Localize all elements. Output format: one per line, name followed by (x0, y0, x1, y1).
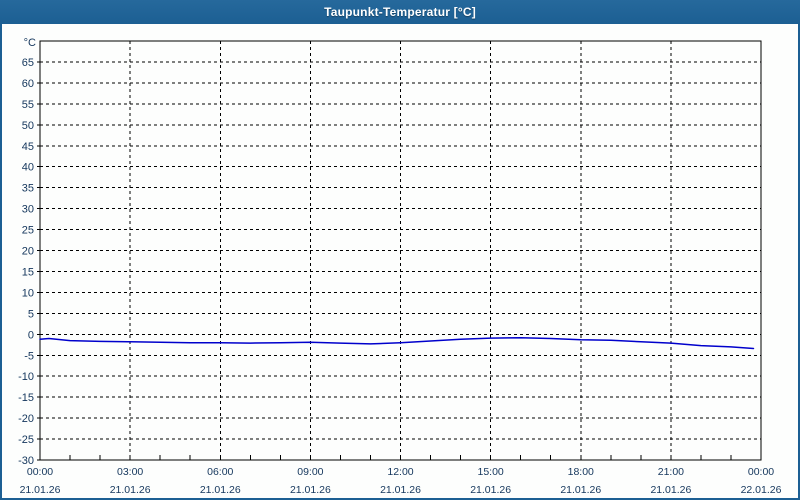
y-tick-label: 0 (28, 329, 34, 341)
y-tick-label: 20 (22, 246, 34, 258)
y-tick-label: -10 (18, 371, 34, 383)
y-tick-label: 5 (28, 308, 34, 320)
chart-svg: 65605550454035302520151050-5-10-15-20-25… (18, 37, 782, 496)
chart-frame: 65 60 55 50 45 40 35 30 25 20 15 10 5 0 -5 -10 -15 -20 -25… (0, 24, 800, 500)
y-tick-label: -30 (18, 455, 34, 467)
window-titlebar[interactable]: Taupunkt-Temperatur [°C] (0, 0, 800, 24)
x-date-label: 21.01.26 (560, 484, 601, 496)
y-axis-unit-label: °C (24, 37, 36, 49)
x-date-label: 22.01.26 (741, 484, 782, 496)
y-tick-label: -25 (18, 434, 34, 446)
x-time-label: 18:00 (568, 466, 594, 478)
x-time-label: 09:00 (297, 466, 323, 478)
x-date-label: 21.01.26 (200, 484, 241, 496)
y-tick-label: 25 (22, 225, 34, 237)
x-time-label: 15:00 (477, 466, 503, 478)
y-tick-label: 30 (22, 204, 34, 216)
y-tick-label: -15 (18, 392, 34, 404)
window-title: Taupunkt-Temperatur [°C] (324, 5, 476, 19)
y-tick-label: -20 (18, 413, 34, 425)
y-tick-label: 55 (22, 99, 34, 111)
y-tick-label: 15 (22, 266, 34, 278)
chart-area: 65 60 55 50 45 40 35 30 25 20 15 10 5 0 -5 -10 -15 -20 -25… (2, 24, 798, 496)
x-time-label: 03:00 (117, 466, 143, 478)
x-time-label: 12:00 (387, 466, 413, 478)
x-time-label: 00:00 (748, 466, 774, 478)
x-time-label: 06:00 (207, 466, 233, 478)
x-date-label: 21.01.26 (650, 484, 691, 496)
x-time-label: 00:00 (27, 466, 53, 478)
x-date-label: 21.01.26 (20, 484, 61, 496)
x-date-label: 21.01.26 (290, 484, 331, 496)
x-time-label: 21:00 (658, 466, 684, 478)
y-tick-label: 50 (22, 120, 34, 132)
y-tick-label: 40 (22, 162, 34, 174)
x-date-label: 21.01.26 (470, 484, 511, 496)
x-date-label: 21.01.26 (110, 484, 151, 496)
series-line (39, 336, 755, 350)
x-date-label: 21.01.26 (380, 484, 421, 496)
y-tick-label: 10 (22, 287, 34, 299)
y-tick-label: 45 (22, 141, 34, 153)
y-tick-label: 35 (22, 183, 34, 195)
y-tick-label: 60 (22, 78, 34, 90)
y-tick-label: 65 (22, 57, 34, 69)
y-tick-label: -5 (24, 350, 34, 362)
